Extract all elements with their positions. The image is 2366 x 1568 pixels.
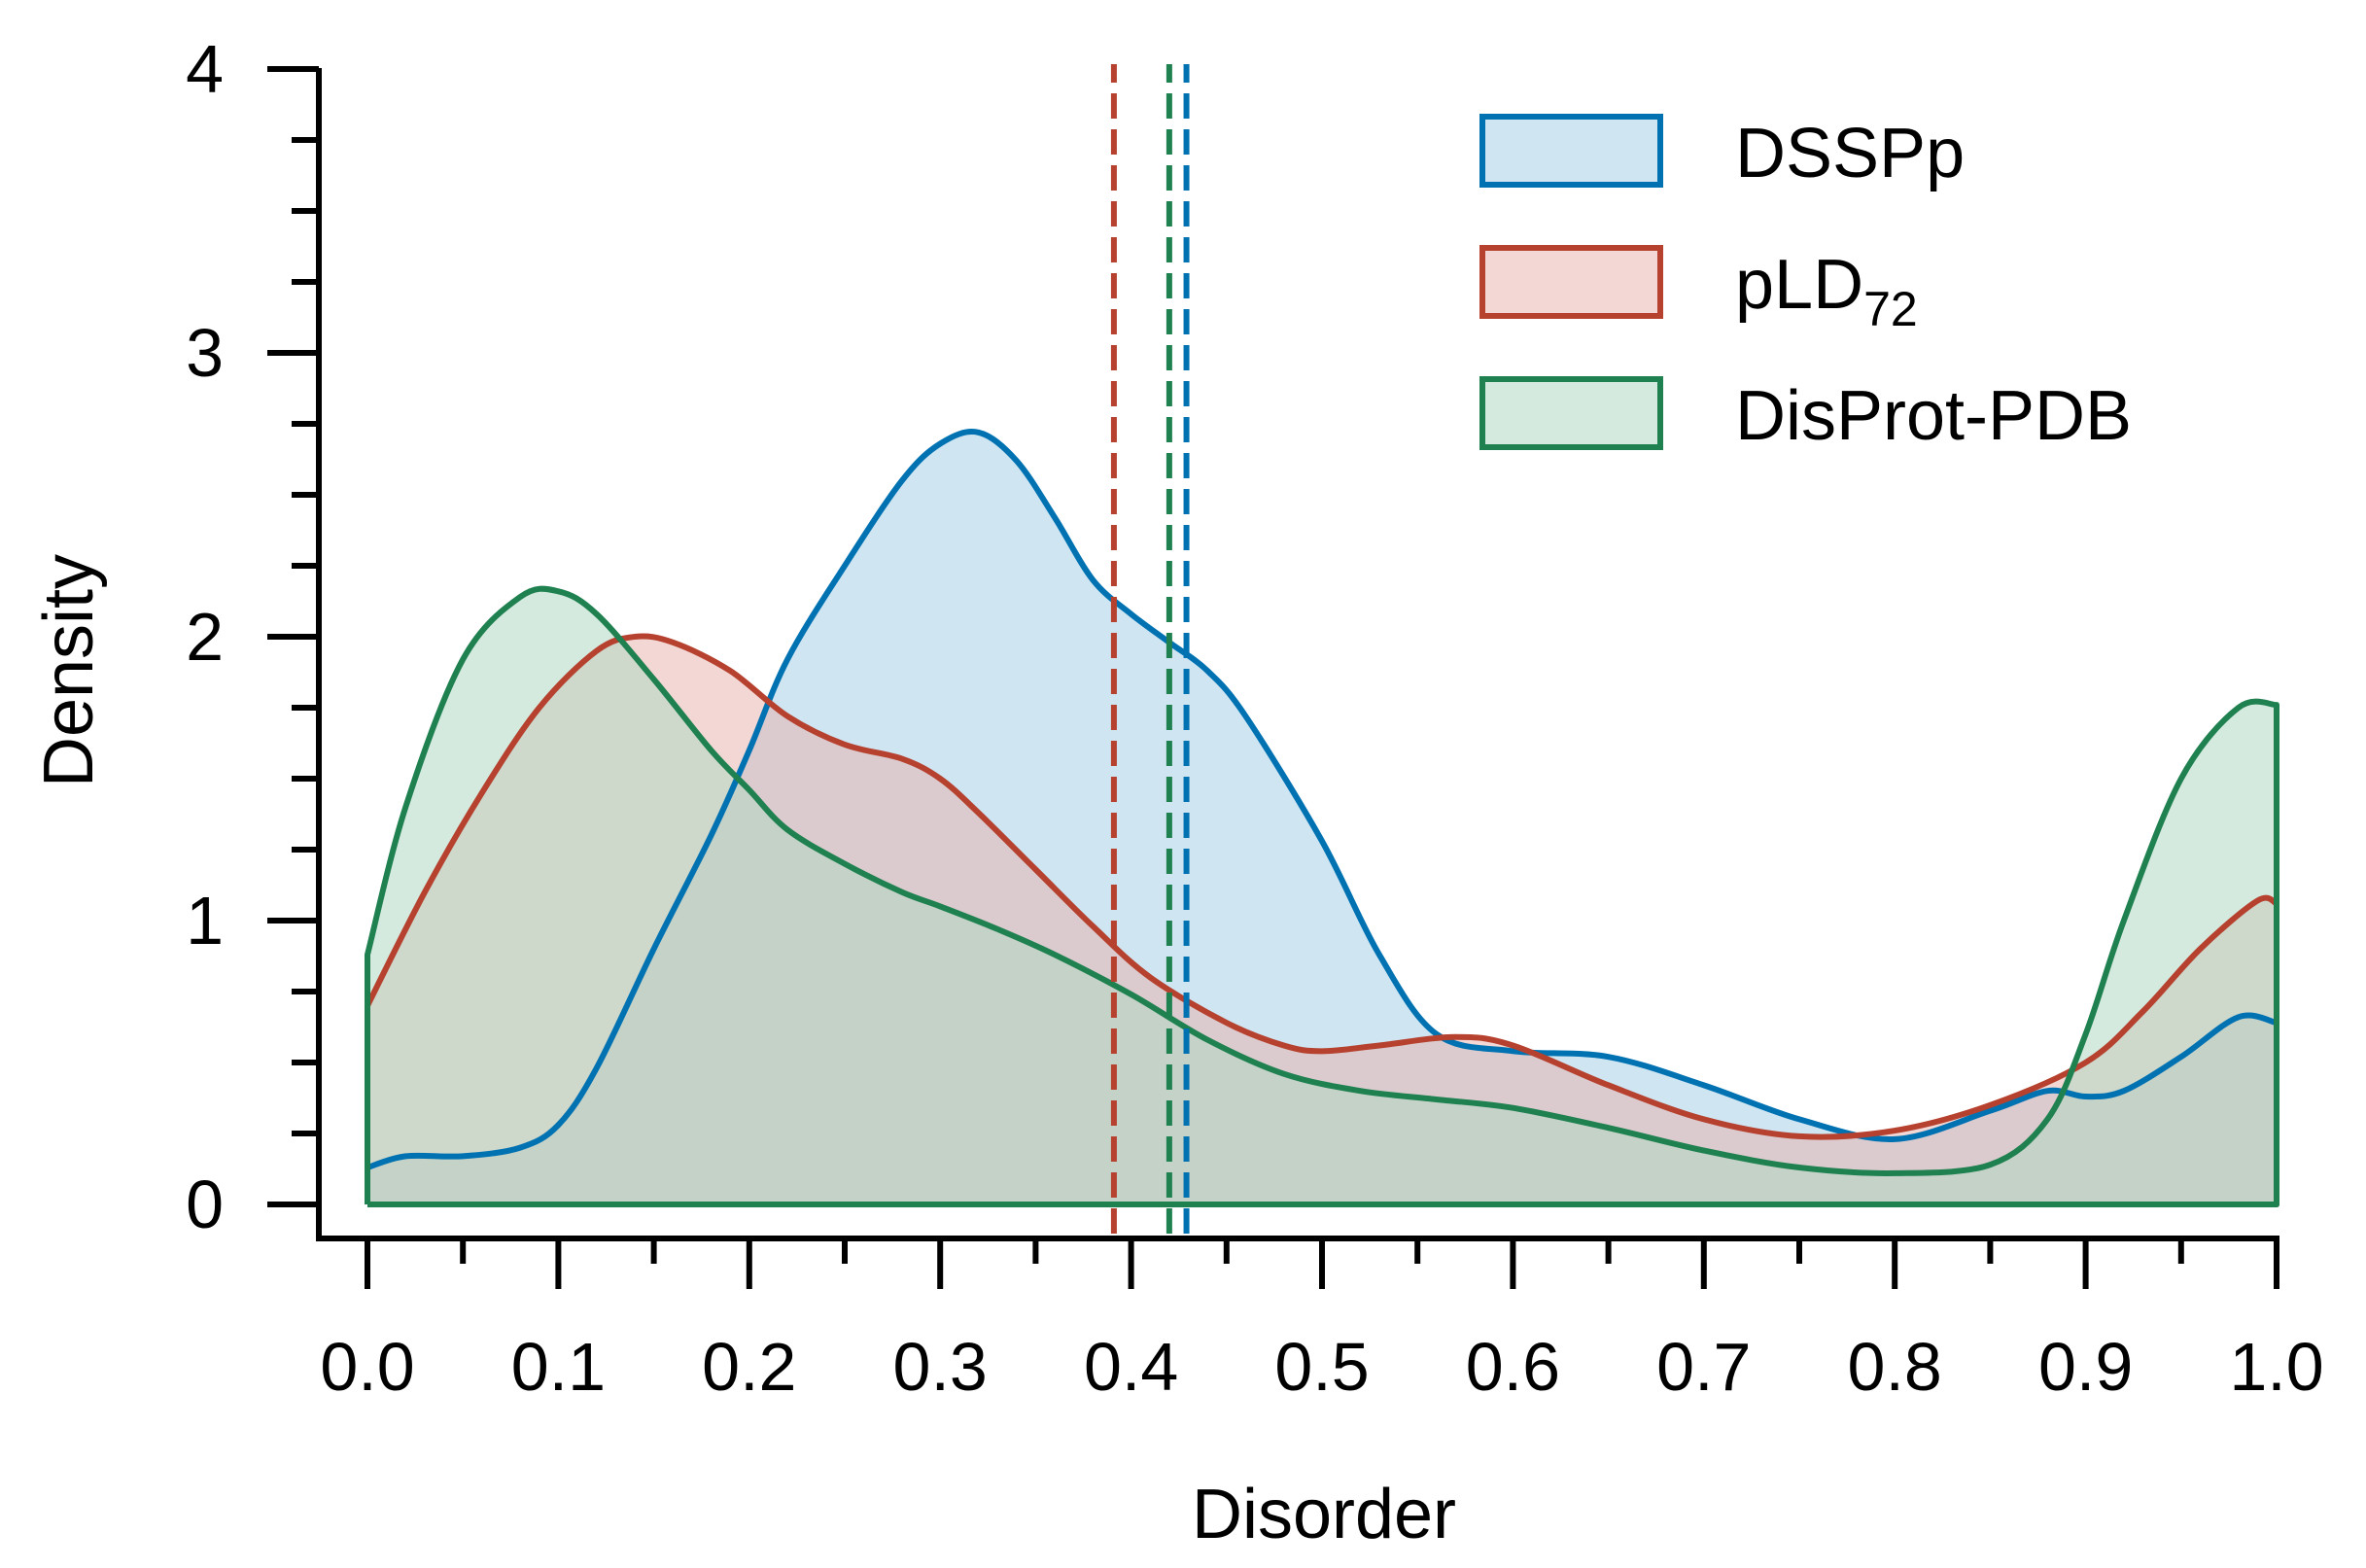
- series-layer: [365, 64, 2279, 1234]
- legend-swatch-pld72: [1479, 245, 1663, 319]
- legend-swatch-disprot-pdb: [1479, 376, 1663, 450]
- y-tick-label: 4: [186, 31, 224, 107]
- x-axis-title: Disorder: [1192, 1476, 1456, 1553]
- x-tick-label: 0.7: [1656, 1329, 1751, 1405]
- x-tick-label: 0.1: [511, 1329, 606, 1405]
- y-tick-label: 1: [186, 883, 224, 958]
- x-tick-label: 0.3: [893, 1329, 988, 1405]
- y-tick-label: 0: [186, 1167, 224, 1242]
- y-tick-label: 3: [186, 315, 224, 391]
- x-tick-label: 0.2: [702, 1329, 796, 1405]
- y-tick-label: 2: [186, 599, 224, 675]
- x-tick-label: 1.0: [2229, 1329, 2323, 1405]
- x-tick-label: 0.6: [1466, 1329, 1560, 1405]
- legend-label-pld72: pLD72: [1735, 246, 1918, 336]
- axes-layer: 0 1 2 3 4 0.0 0.1 0.2 0.3 0.4 0.5 0.6 0.7 0.8 0.9 1.0: [186, 31, 2324, 1405]
- series-fill-disprot-pdb: [367, 588, 2277, 1204]
- series-line-disprot-pdb: [365, 585, 2279, 1207]
- legend-label-subscript: 72: [1863, 282, 1918, 336]
- legend-label-disprot-pdb: DisProt-PDB: [1735, 377, 2132, 455]
- series-line-pld72: [365, 633, 2279, 1207]
- x-tick-label: 0.5: [1274, 1329, 1369, 1405]
- x-tick-label: 0.9: [2038, 1329, 2133, 1405]
- x-tick-label: 0.0: [320, 1329, 414, 1405]
- x-tick-label: 0.4: [1084, 1329, 1178, 1405]
- legend-label-dsspp: DSSPp: [1735, 115, 1965, 192]
- legend-swatch-dsspp: [1479, 114, 1663, 188]
- legend: DSSPp pLD72 DisProt-PDB: [1479, 114, 2132, 455]
- x-tick-label: 0.8: [1848, 1329, 1942, 1405]
- y-axis-title: Density: [30, 554, 108, 787]
